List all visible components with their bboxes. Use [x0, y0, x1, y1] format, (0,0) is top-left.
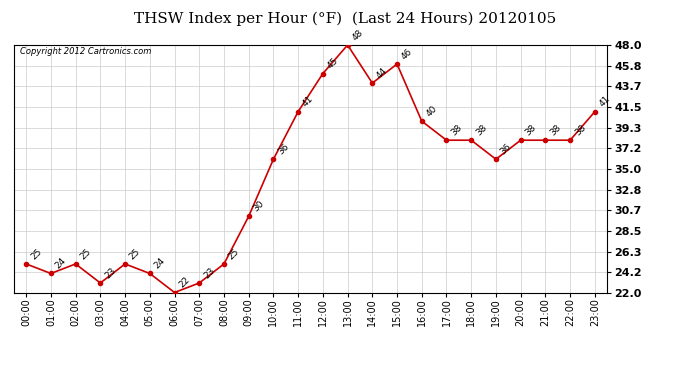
Text: 38: 38: [573, 123, 587, 137]
Text: 41: 41: [598, 94, 612, 109]
Text: 36: 36: [276, 142, 290, 156]
Text: 23: 23: [103, 266, 117, 280]
Text: Copyright 2012 Cartronics.com: Copyright 2012 Cartronics.com: [20, 48, 151, 57]
Text: 40: 40: [424, 104, 439, 118]
Text: 23: 23: [202, 266, 217, 280]
Text: 45: 45: [326, 56, 340, 71]
Text: 44: 44: [375, 66, 389, 80]
Text: 25: 25: [227, 247, 241, 261]
Text: 38: 38: [548, 123, 562, 137]
Text: 25: 25: [128, 247, 142, 261]
Text: 48: 48: [351, 28, 365, 42]
Text: 30: 30: [251, 199, 266, 214]
Text: 24: 24: [54, 256, 68, 271]
Text: 22: 22: [177, 275, 192, 290]
Text: 41: 41: [301, 94, 315, 109]
Text: 25: 25: [29, 247, 43, 261]
Text: 25: 25: [79, 247, 92, 261]
Text: 46: 46: [400, 47, 414, 61]
Text: 38: 38: [524, 123, 538, 137]
Text: 36: 36: [499, 142, 513, 156]
Text: THSW Index per Hour (°F)  (Last 24 Hours) 20120105: THSW Index per Hour (°F) (Last 24 Hours)…: [134, 11, 556, 26]
Text: 38: 38: [449, 123, 464, 137]
Text: 24: 24: [152, 256, 167, 271]
Text: 38: 38: [474, 123, 489, 137]
